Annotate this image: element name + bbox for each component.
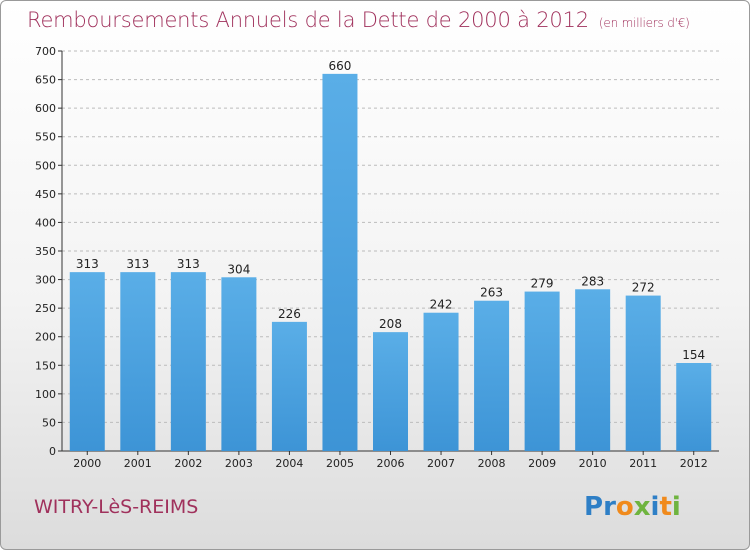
- data-label: 226: [278, 307, 301, 321]
- logo-letter: t: [659, 492, 672, 522]
- data-label: 272: [632, 281, 655, 295]
- x-tick-label: 2001: [124, 457, 152, 470]
- x-tick-label: 2005: [326, 457, 354, 470]
- x-tick-label: 2002: [174, 457, 202, 470]
- x-tick-label: 2003: [225, 457, 253, 470]
- bar: [625, 295, 661, 451]
- data-label: 313: [177, 257, 200, 271]
- bar: [322, 73, 358, 451]
- data-label: 208: [379, 317, 402, 331]
- bar: [170, 272, 206, 451]
- logo-letter: i: [650, 492, 660, 522]
- data-label: 313: [76, 257, 99, 271]
- data-label: 660: [329, 59, 352, 73]
- x-tick-label: 2009: [528, 457, 556, 470]
- y-tick-label: 600: [35, 102, 56, 115]
- y-tick-label: 700: [35, 45, 56, 58]
- chart-title: Remboursements Annuels de la Dette de 20…: [27, 8, 690, 32]
- data-label: 154: [682, 348, 705, 362]
- x-tick-label: 2011: [629, 457, 657, 470]
- y-tick-label: 400: [35, 216, 56, 229]
- y-tick-label: 50: [42, 416, 56, 429]
- x-tick-label: 2006: [377, 457, 405, 470]
- x-tick-label: 2008: [478, 457, 506, 470]
- data-label: 283: [581, 274, 604, 288]
- bar: [373, 332, 408, 451]
- bar: [69, 272, 105, 451]
- proxiti-logo: Proxiti: [584, 492, 681, 522]
- y-tick-label: 550: [35, 131, 56, 144]
- y-tick-label: 350: [35, 245, 56, 258]
- y-tick-label: 200: [35, 331, 56, 344]
- data-label: 263: [480, 286, 503, 300]
- y-tick-label: 0: [49, 445, 56, 458]
- bar: [474, 300, 510, 451]
- y-tick-label: 250: [35, 302, 56, 315]
- logo-letter: P: [584, 492, 604, 522]
- x-tick-label: 2000: [73, 457, 101, 470]
- bar: [676, 363, 712, 451]
- city-name: WITRY-LèS-REIMS: [34, 496, 199, 518]
- bar: [524, 291, 560, 451]
- logo-letter: o: [615, 492, 634, 522]
- bar: [271, 321, 307, 451]
- y-tick-label: 150: [35, 359, 56, 372]
- bar: [575, 289, 611, 451]
- data-label: 242: [430, 298, 453, 312]
- data-label: 313: [126, 257, 149, 271]
- x-tick-label: 2012: [680, 457, 708, 470]
- y-tick-label: 300: [35, 274, 56, 287]
- y-tick-label: 100: [35, 388, 56, 401]
- data-label: 304: [227, 262, 250, 276]
- chart-title-text: Remboursements Annuels de la Dette de 20…: [27, 8, 589, 32]
- x-tick-label: 2007: [427, 457, 455, 470]
- bar: [221, 277, 257, 451]
- bar: [423, 312, 459, 451]
- data-label: 279: [531, 277, 554, 291]
- logo-letter: i: [671, 492, 681, 522]
- logo-letter: x: [633, 492, 651, 522]
- y-tick-label: 500: [35, 159, 56, 172]
- x-tick-label: 2010: [579, 457, 607, 470]
- bar: [120, 272, 156, 451]
- logo-letter: r: [603, 492, 616, 522]
- x-tick-label: 2004: [275, 457, 303, 470]
- chart-unit: (en milliers d'€): [598, 16, 690, 30]
- y-tick-label: 650: [35, 74, 56, 87]
- y-tick-label: 450: [35, 188, 56, 201]
